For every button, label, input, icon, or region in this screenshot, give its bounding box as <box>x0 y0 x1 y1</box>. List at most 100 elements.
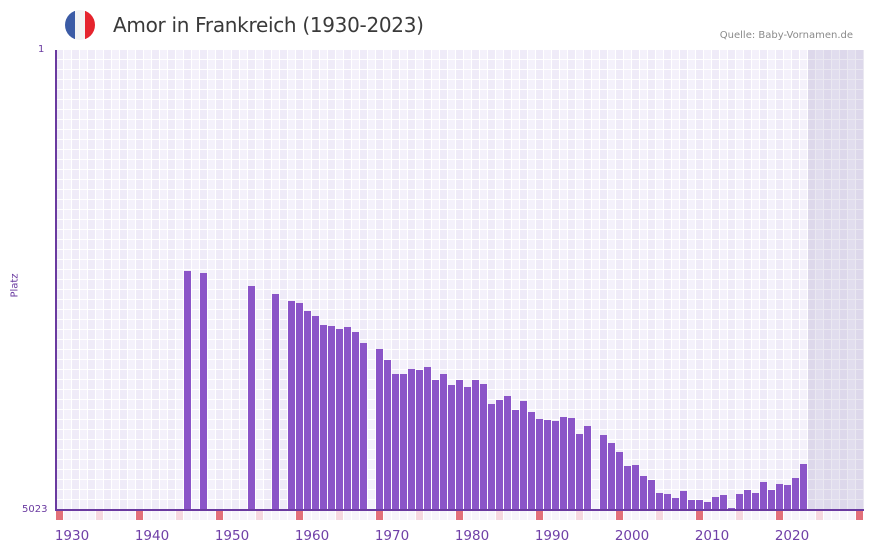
bar-1964[interactable] <box>328 325 335 510</box>
year-marker <box>608 511 615 520</box>
bar-1996[interactable] <box>584 426 591 510</box>
bar-1992[interactable] <box>552 420 559 510</box>
year-marker <box>584 511 591 520</box>
bar-1963[interactable] <box>320 324 327 510</box>
bar-2000[interactable] <box>616 452 623 510</box>
bar-1978[interactable] <box>440 373 447 510</box>
bar-1981[interactable] <box>464 386 471 510</box>
year-marker <box>704 511 711 520</box>
bar-1976[interactable] <box>424 367 431 510</box>
bar-2009[interactable] <box>688 500 695 510</box>
bar-1998[interactable] <box>600 434 607 510</box>
plot-area <box>56 50 864 510</box>
year-marker <box>384 511 391 520</box>
bar-1983[interactable] <box>480 383 487 510</box>
bar-1961[interactable] <box>304 311 311 510</box>
half-decade-marker <box>736 511 743 520</box>
bar-1965[interactable] <box>336 329 343 510</box>
year-marker <box>88 511 95 520</box>
bar-1966[interactable] <box>344 326 351 510</box>
bar-1946[interactable] <box>184 271 191 510</box>
bar-2007[interactable] <box>672 498 679 510</box>
decade-marker <box>616 511 623 520</box>
bar-2018[interactable] <box>760 481 767 510</box>
half-decade-marker <box>816 511 823 520</box>
year-marker <box>672 511 679 520</box>
bar-1977[interactable] <box>432 380 439 510</box>
bar-1962[interactable] <box>312 315 319 510</box>
bar-2010[interactable] <box>696 500 703 510</box>
year-marker <box>352 511 359 520</box>
decade-marker <box>216 511 223 520</box>
bar-2006[interactable] <box>664 493 671 510</box>
year-marker <box>808 511 815 520</box>
year-marker <box>544 511 551 520</box>
bar-2023[interactable] <box>800 464 807 510</box>
bar-1972[interactable] <box>392 373 399 510</box>
year-marker <box>208 511 215 520</box>
bar-1960[interactable] <box>296 302 303 510</box>
half-decade-marker <box>416 511 423 520</box>
year-marker <box>560 511 567 520</box>
bar-1982[interactable] <box>472 380 479 510</box>
bar-1985[interactable] <box>496 399 503 510</box>
bar-1948[interactable] <box>200 273 207 510</box>
bar-2011[interactable] <box>704 501 711 510</box>
bar-1993[interactable] <box>560 417 567 510</box>
bar-2001[interactable] <box>624 466 631 510</box>
france-flag-icon <box>65 10 95 40</box>
bar-2021[interactable] <box>784 484 791 510</box>
bar-1979[interactable] <box>448 384 455 510</box>
bar-2016[interactable] <box>744 490 751 510</box>
bar-1999[interactable] <box>608 443 615 510</box>
bar-2004[interactable] <box>648 479 655 510</box>
year-marker <box>400 511 407 520</box>
year-marker <box>72 511 79 520</box>
bar-1989[interactable] <box>528 411 535 510</box>
bar-1959[interactable] <box>288 300 295 510</box>
year-marker <box>432 511 439 520</box>
year-marker <box>248 511 255 520</box>
bar-1967[interactable] <box>352 332 359 510</box>
bar-1991[interactable] <box>544 419 551 510</box>
bar-1994[interactable] <box>568 418 575 510</box>
year-marker <box>504 511 511 520</box>
year-marker <box>368 511 375 520</box>
bar-2013[interactable] <box>720 494 727 510</box>
bar-1975[interactable] <box>416 370 423 510</box>
year-marker <box>512 511 519 520</box>
year-marker <box>680 511 687 520</box>
bar-1984[interactable] <box>488 404 495 510</box>
bar-1980[interactable] <box>456 380 463 510</box>
year-marker <box>240 511 247 520</box>
year-marker <box>528 511 535 520</box>
bar-1968[interactable] <box>360 343 367 510</box>
bar-2015[interactable] <box>736 493 743 510</box>
bar-2014[interactable] <box>728 507 735 510</box>
bar-2020[interactable] <box>776 483 783 510</box>
bar-1957[interactable] <box>272 294 279 510</box>
bar-1970[interactable] <box>376 348 383 510</box>
bar-1988[interactable] <box>520 400 527 510</box>
bar-2002[interactable] <box>632 465 639 510</box>
bar-2019[interactable] <box>768 490 775 510</box>
bar-1986[interactable] <box>504 395 511 510</box>
bar-1990[interactable] <box>536 419 543 510</box>
bar-2003[interactable] <box>640 476 647 510</box>
bar-2012[interactable] <box>712 496 719 510</box>
bar-1995[interactable] <box>576 433 583 510</box>
bar-1954[interactable] <box>248 286 255 510</box>
future-shaded-region <box>808 50 864 510</box>
bar-2005[interactable] <box>656 492 663 510</box>
bar-2022[interactable] <box>792 478 799 510</box>
bar-1971[interactable] <box>384 359 391 510</box>
bar-1987[interactable] <box>512 409 519 510</box>
flag-stripe-red <box>85 10 95 40</box>
year-marker <box>752 511 759 520</box>
bar-2008[interactable] <box>680 490 687 510</box>
bar-2017[interactable] <box>752 492 759 510</box>
bar-1973[interactable] <box>400 373 407 510</box>
bar-1974[interactable] <box>408 369 415 510</box>
year-marker <box>744 511 751 520</box>
year-marker <box>304 511 311 520</box>
